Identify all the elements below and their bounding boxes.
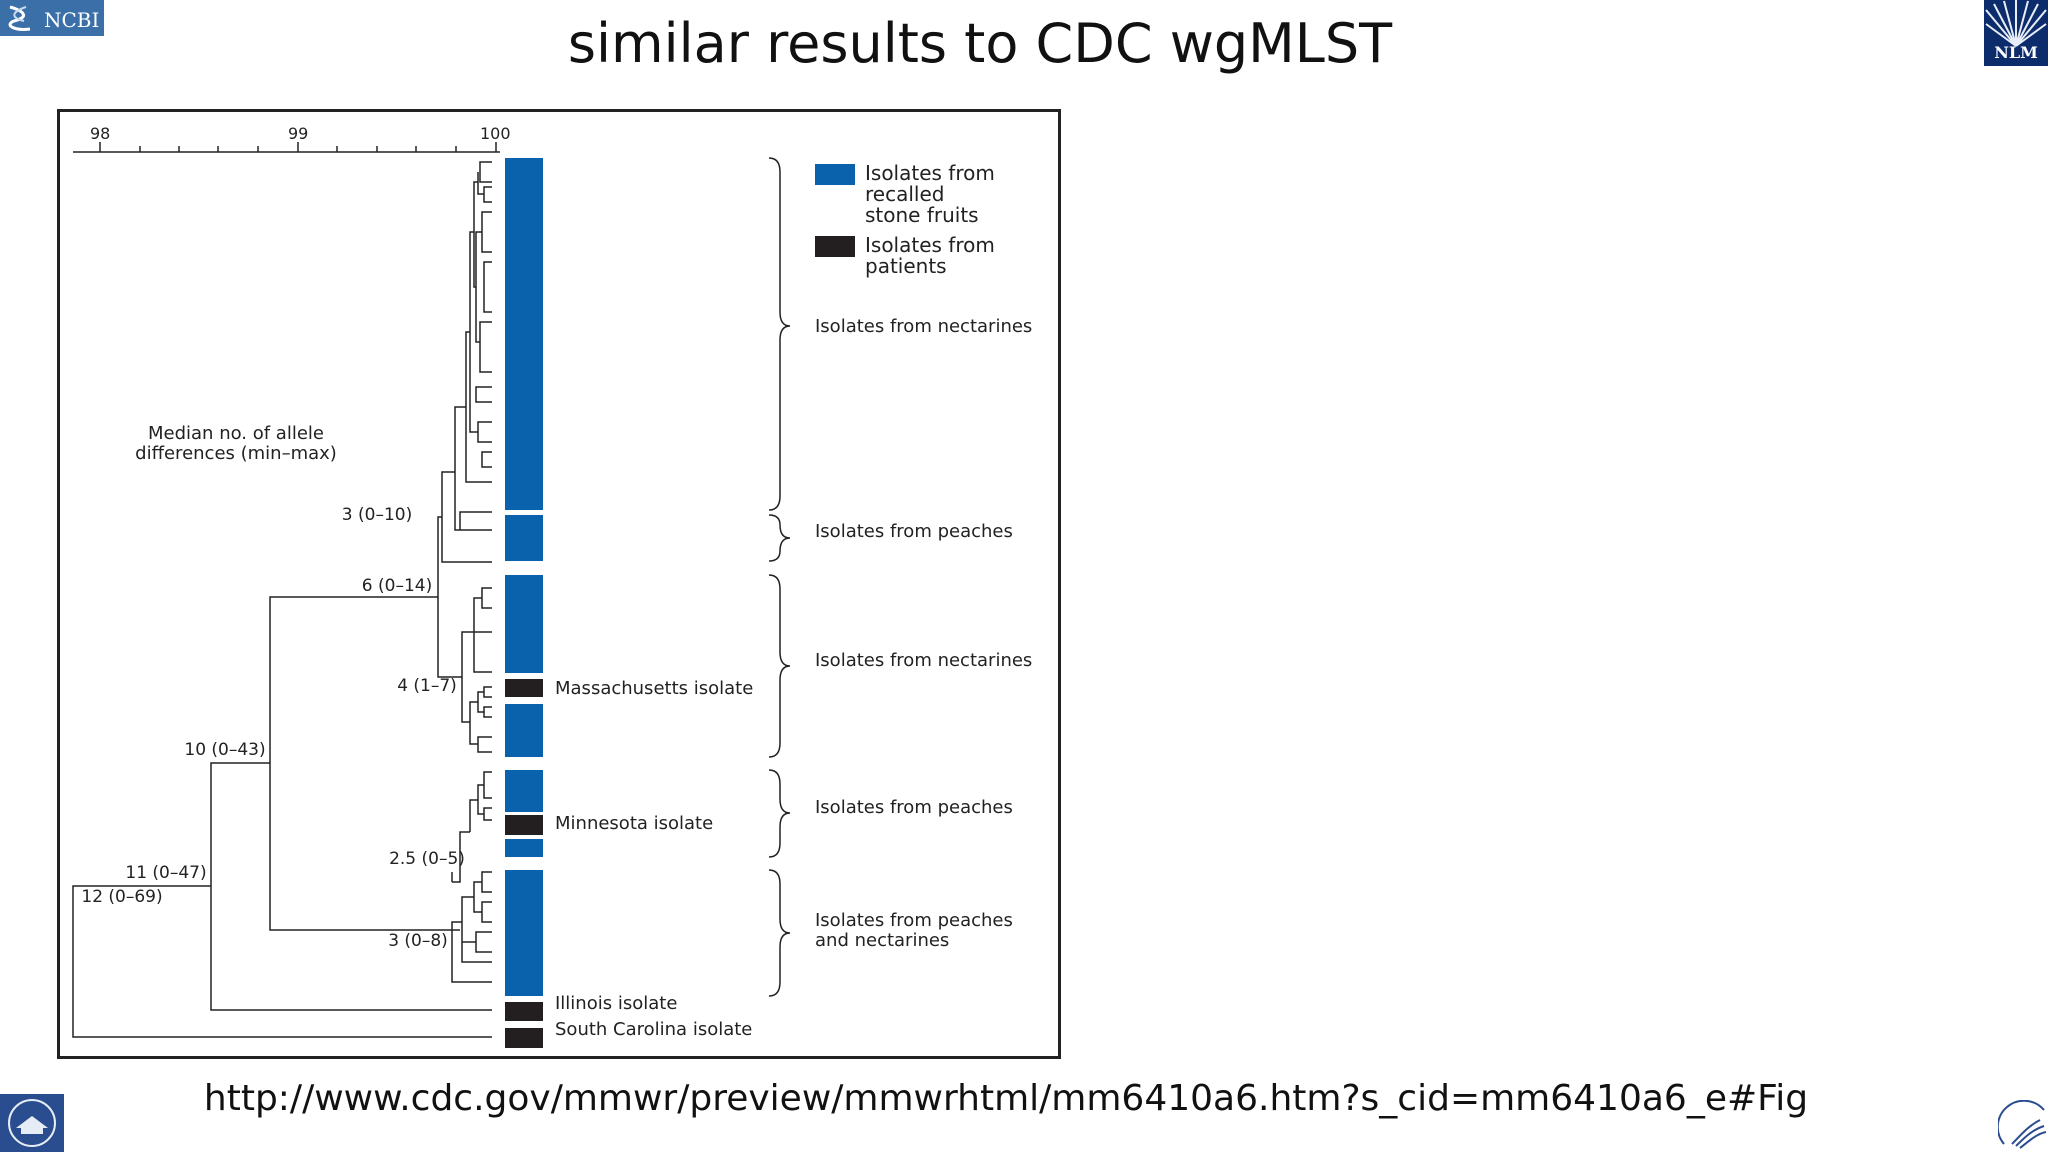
ncbi-logo: NCBI <box>0 0 104 36</box>
scale-tick-100: 100 <box>480 124 511 143</box>
group-label-peaches-nectarines-line1: Isolates from peaches <box>815 910 1013 931</box>
group-label-nectarines-1: Isolates from nectarines <box>815 316 1032 337</box>
isolate-bars <box>505 158 543 1048</box>
bar-peach-group-1 <box>505 515 543 561</box>
node-label-4-1-7: 4 (1–7) <box>397 676 457 696</box>
group-label-nectarines-2: Isolates from nectarines <box>815 650 1032 671</box>
label-massachusetts-isolate: Massachusetts isolate <box>555 678 753 699</box>
brace-peaches-2 <box>768 769 791 858</box>
bar-peach-group-2b <box>505 839 543 857</box>
bar-massachusetts-patient <box>505 679 543 697</box>
bar-nectarine-group-2a <box>505 575 543 673</box>
ncbi-helix-icon <box>8 5 31 31</box>
hhs-logo <box>1996 1099 2048 1152</box>
label-illinois-isolate: Illinois isolate <box>555 993 677 1014</box>
nlm-rays-icon <box>1985 0 2047 47</box>
bar-nectarine-group-2b <box>505 704 543 757</box>
axis-note-line2: differences (min–max) <box>135 443 337 464</box>
node-label-6-0-14: 6 (0–14) <box>362 576 432 596</box>
nih-logo <box>0 1094 64 1152</box>
legend-patients-line2: patients <box>865 254 947 278</box>
slide-title: similar results to CDC wgMLST <box>567 12 1393 75</box>
dendrogram-figure: 98 99 100 Median no. of allele differenc… <box>57 109 1061 1059</box>
brace-peaches-nectarines <box>768 869 791 997</box>
scale-bar <box>73 142 500 153</box>
axis-note-line1: Median no. of allele <box>148 423 324 444</box>
bar-illinois-patient <box>505 1002 543 1021</box>
node-label-2-5-0-5: 2.5 (0–5) <box>389 849 465 869</box>
bar-nectarine-group-1 <box>505 158 543 510</box>
legend-fruits-line2: recalled <box>865 182 944 206</box>
legend-fruits-line1: Isolates from <box>865 161 995 185</box>
node-label-3-0-10: 3 (0–10) <box>342 505 412 525</box>
ncbi-logo-text: NCBI <box>44 8 100 32</box>
node-label-3-0-8: 3 (0–8) <box>388 931 448 951</box>
bar-peach-nectarine-group <box>505 870 543 996</box>
group-label-peaches-2: Isolates from peaches <box>815 797 1013 818</box>
node-label-10-0-43: 10 (0–43) <box>184 740 265 760</box>
legend: Isolates from recalled stone fruits Isol… <box>815 161 995 278</box>
label-minnesota-isolate: Minnesota isolate <box>555 813 713 834</box>
bar-south-carolina-patient <box>505 1028 543 1048</box>
dendrogram-svg: 98 99 100 Median no. of allele differenc… <box>72 124 1032 1048</box>
brace-nectarines-1 <box>768 157 791 511</box>
nih-seal-icon <box>8 1099 56 1147</box>
brace-peaches-1 <box>768 514 791 562</box>
group-braces <box>768 157 791 997</box>
nlm-logo: NLM <box>1984 0 2048 66</box>
bar-minnesota-patient <box>505 815 543 835</box>
brace-nectarines-2 <box>768 574 791 758</box>
scale-tick-99: 99 <box>288 124 308 143</box>
node-label-12-0-69: 12 (0–69) <box>81 887 162 907</box>
nlm-logo-text: NLM <box>1994 43 2038 62</box>
legend-patients-line1: Isolates from <box>865 233 995 257</box>
hhs-eagle-icon <box>1996 1099 2047 1149</box>
legend-swatch-patients <box>815 236 855 257</box>
group-label-peaches-1: Isolates from peaches <box>815 521 1013 542</box>
legend-swatch-fruits <box>815 164 855 185</box>
source-url-link[interactable]: http://www.cdc.gov/mmwr/preview/mmwrhtml… <box>203 1078 1809 1119</box>
label-south-carolina-isolate: South Carolina isolate <box>555 1019 752 1040</box>
legend-fruits-line3: stone fruits <box>865 203 979 227</box>
group-label-peaches-nectarines-line2: and nectarines <box>815 930 949 951</box>
tree-branches <box>72 161 492 1038</box>
bar-peach-group-2a <box>505 770 543 812</box>
scale-tick-98: 98 <box>90 124 110 143</box>
node-label-11-0-47: 11 (0–47) <box>125 863 206 883</box>
